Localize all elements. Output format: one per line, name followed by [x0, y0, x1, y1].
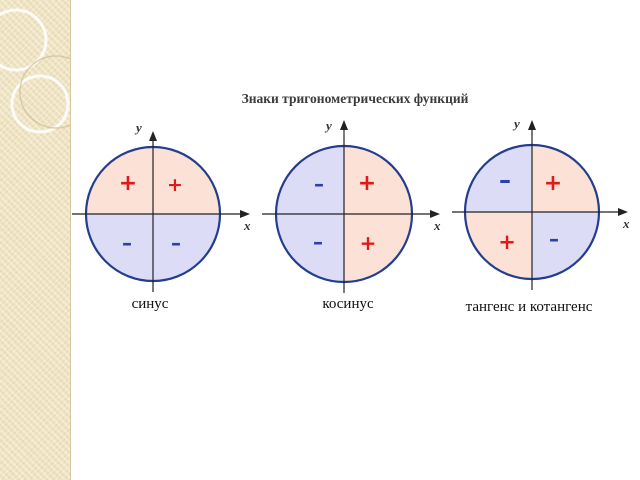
quadrant-1-fill [344, 146, 412, 214]
function-name: косинус [322, 296, 374, 312]
quadrant-2-fill [276, 146, 344, 214]
x-axis-label: x [433, 218, 441, 233]
y-axis-label: y [134, 120, 142, 135]
x-axis-arrow [240, 210, 250, 218]
x-axis-label: x [243, 218, 251, 233]
quadrant-2-sign: – [314, 172, 324, 196]
quadrant-1-fill [153, 147, 220, 214]
quadrant-3-sign: – [313, 230, 323, 254]
quadrant-2-fill [465, 145, 532, 212]
quadrant-1-sign: + [544, 171, 562, 196]
quadrant-3-fill [465, 212, 532, 279]
quadrant-3-sign: – [122, 231, 132, 255]
quadrant-2-sign: – [499, 166, 511, 194]
quadrant-4-fill [532, 212, 599, 279]
x-axis-label: x [622, 216, 630, 231]
function-name: синус [132, 296, 169, 312]
quadrant-2-fill [86, 147, 153, 214]
function-name: тангенс и котангенс [466, 299, 593, 315]
quadrant-3-sign: + [498, 230, 516, 254]
diagram-tangent-cotangent: y x – + + – тангенс и котангенс [452, 116, 630, 315]
quadrant-4-sign: – [171, 231, 181, 255]
quadrant-3-fill [276, 214, 344, 282]
quadrant-3-fill [86, 214, 153, 281]
quadrant-2-sign: + [119, 171, 137, 196]
quadrant-1-sign: + [167, 174, 183, 196]
quadrant-4-sign: + [360, 231, 377, 255]
y-axis-label: y [324, 118, 332, 133]
y-axis-arrow [528, 120, 536, 130]
quadrant-4-fill [153, 214, 220, 281]
decorative-side-strip [0, 0, 71, 480]
diagram-sine: y x + + – – синус [72, 120, 251, 312]
y-axis-label: y [512, 116, 520, 131]
x-axis-arrow [430, 210, 440, 218]
quadrant-4-fill [344, 214, 412, 282]
decorative-rings [0, 8, 70, 134]
diagram-cosine: y x – + – + косинус [262, 118, 441, 312]
y-axis-arrow [340, 120, 348, 130]
diagram-title: Знаки тригонометрических функций [241, 91, 469, 106]
x-axis-arrow [618, 208, 628, 216]
quadrant-1-fill [532, 145, 599, 212]
y-axis-arrow [149, 131, 157, 141]
quadrant-4-sign: – [549, 227, 559, 251]
quadrant-1-sign: + [358, 171, 376, 196]
